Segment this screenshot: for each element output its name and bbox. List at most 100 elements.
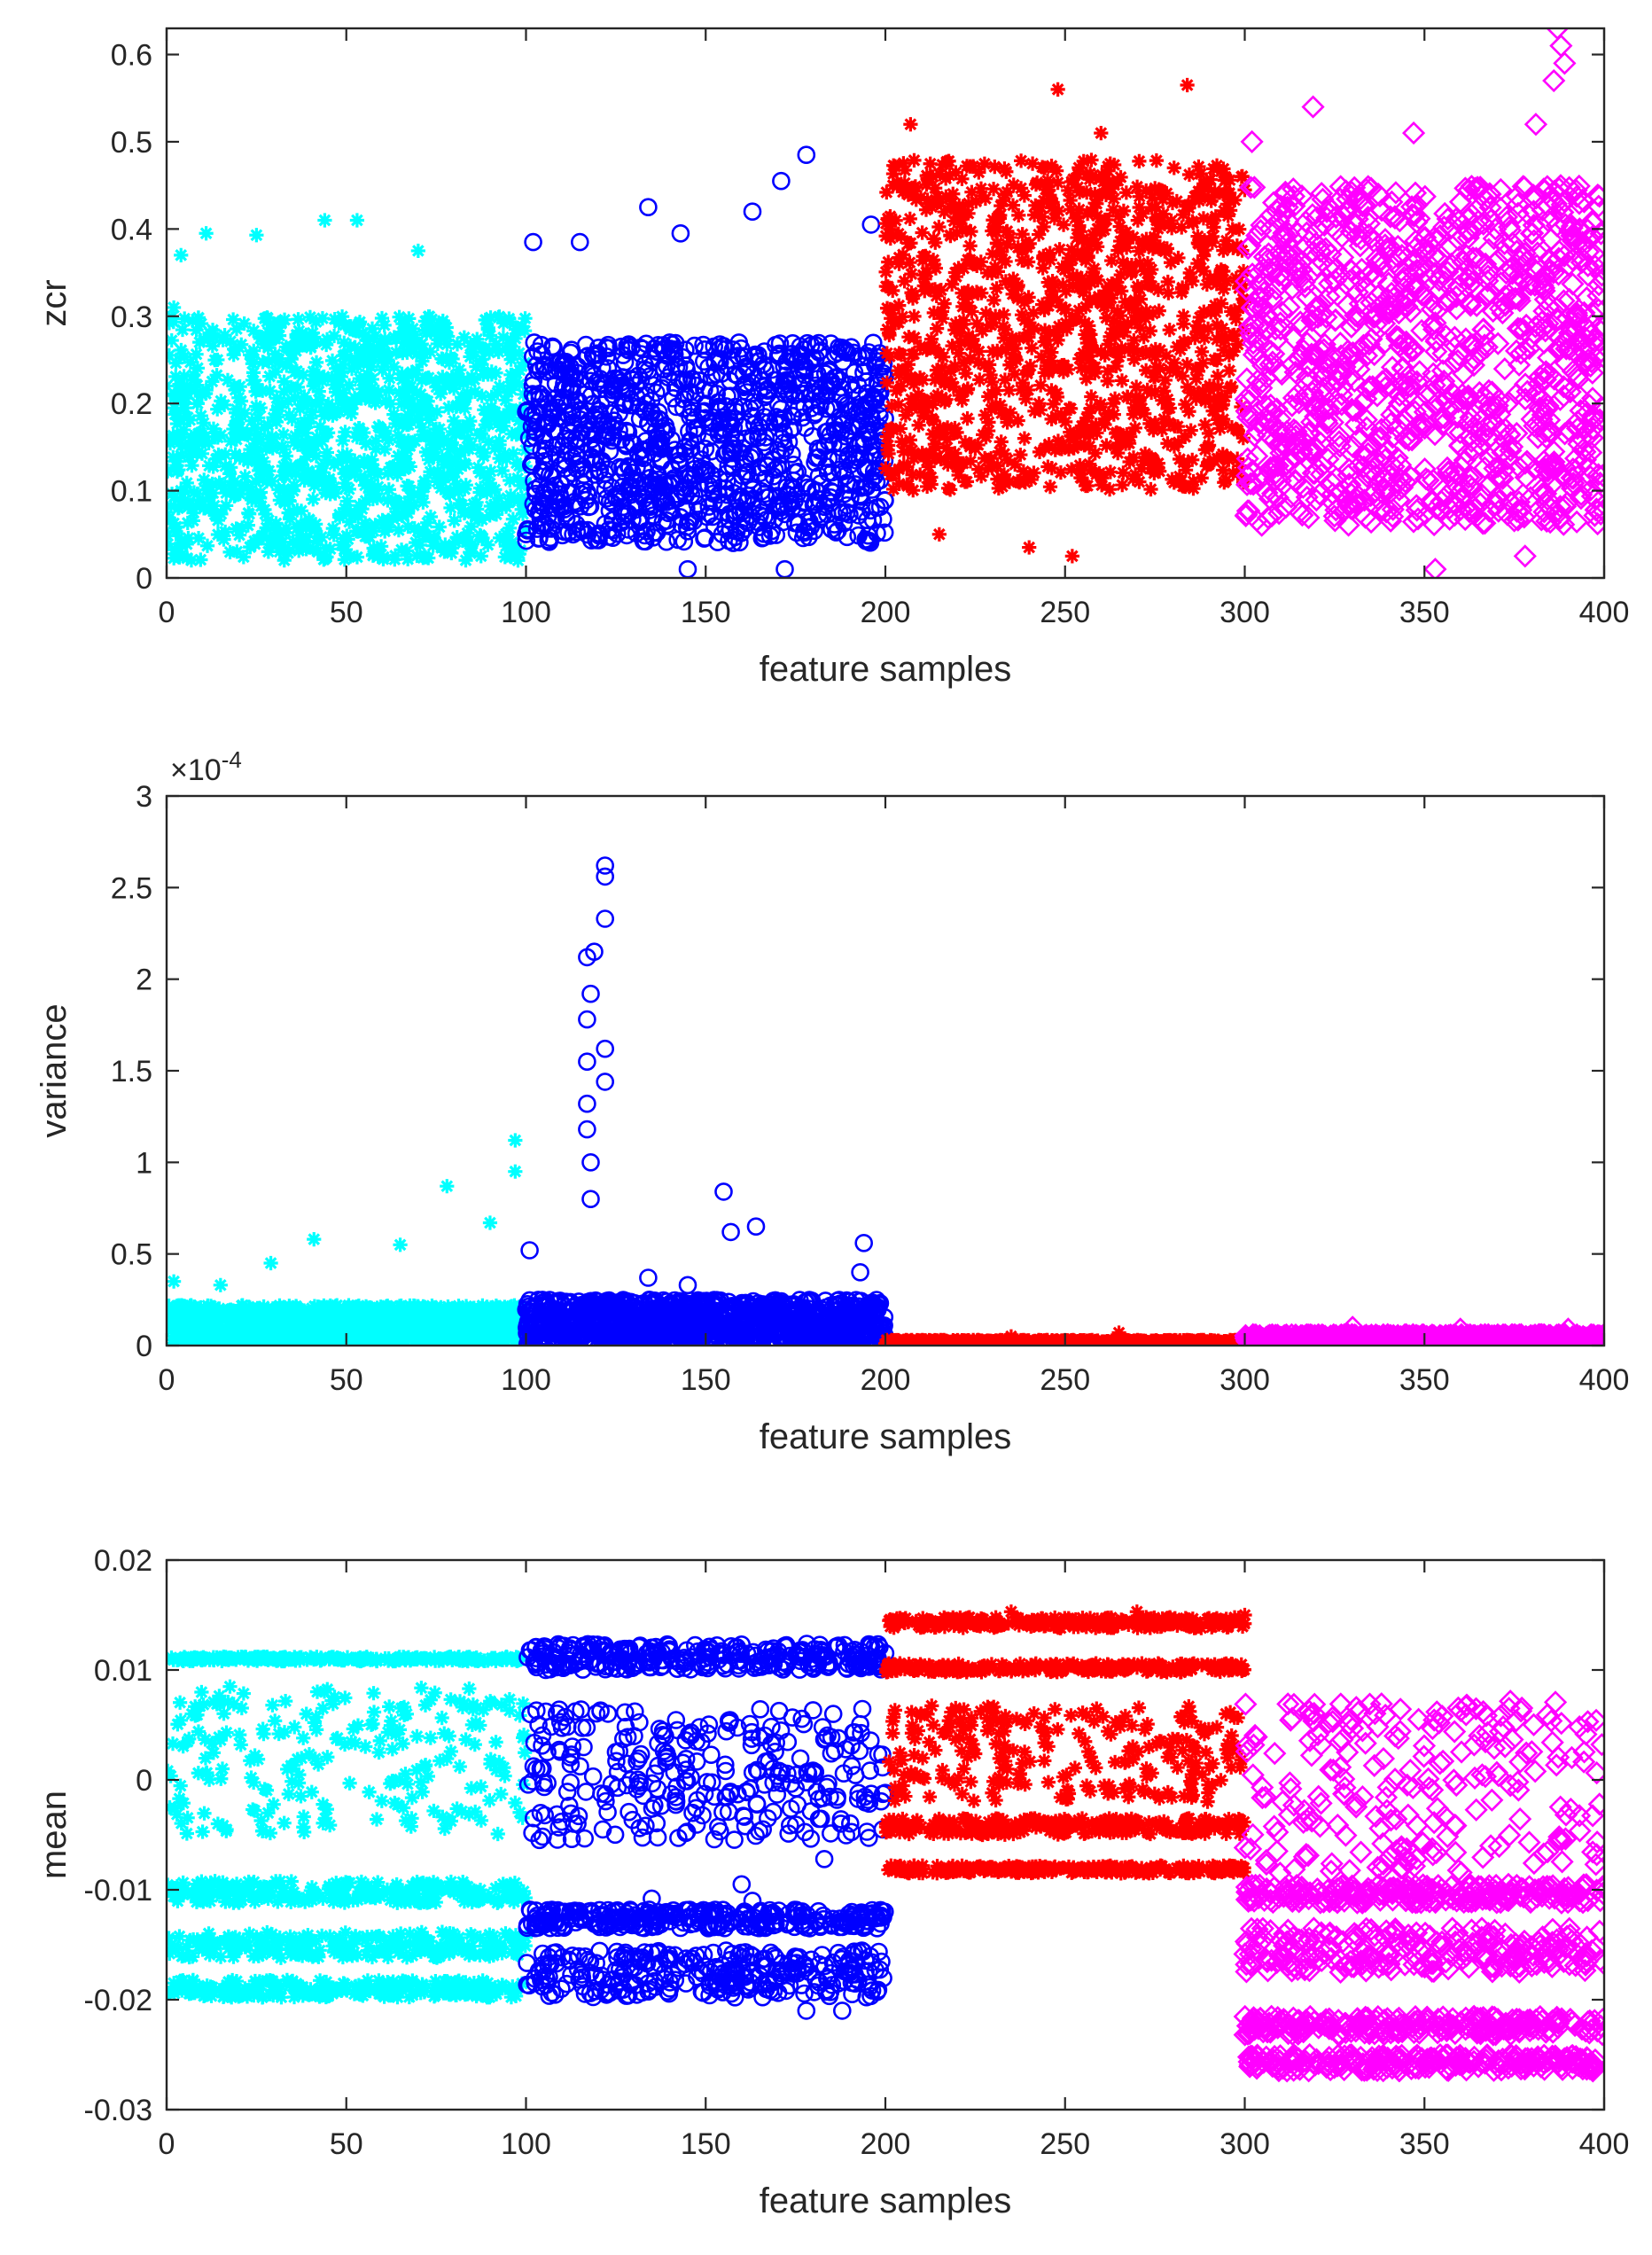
data-point [1552,375,1576,399]
data-point [334,309,350,324]
data-point [1470,483,1494,507]
data-point [947,420,962,436]
data-point [206,421,222,436]
data-point [1438,464,1461,488]
data-point [511,346,526,361]
data-point [925,397,940,412]
data-point [908,179,923,194]
data-point [997,372,1013,387]
data-point [635,489,654,508]
data-point [1032,227,1047,242]
data-point [503,352,518,367]
data-point [176,422,191,438]
data-point [539,531,558,550]
data-point [1587,408,1604,432]
data-point [1023,358,1038,374]
data-point [958,434,973,450]
data-point [539,519,558,538]
data-point [167,300,182,316]
data-point [430,336,445,352]
data-point [337,552,352,567]
data-point [1303,461,1327,486]
data-point [1095,168,1110,183]
data-point [433,480,448,495]
data-point [840,505,859,524]
data-point [448,455,464,470]
data-point [1040,343,1056,359]
data-point [1126,341,1142,356]
data-point [167,428,181,443]
y-tick-label: 0 [136,562,152,596]
data-point [410,411,425,426]
data-point [945,277,960,292]
data-point [467,384,483,400]
data-point [1262,342,1286,366]
data-point [1025,306,1041,321]
data-point [1170,339,1185,355]
data-point [503,314,518,330]
data-point [240,518,255,533]
data-point [801,336,821,355]
data-point [885,166,901,182]
data-point [415,354,430,369]
data-point [173,411,188,426]
data-point [1068,309,1084,324]
data-point [251,456,267,472]
data-point [381,433,396,448]
data-point [1191,237,1206,252]
data-point [1210,332,1225,347]
data-point [1295,365,1320,389]
data-point [1128,467,1143,482]
data-point [349,213,365,228]
data-point [1309,293,1333,316]
data-point [889,383,904,398]
data-point [962,238,978,254]
data-point [1488,297,1513,321]
data-point [195,494,211,509]
data-point [291,312,306,327]
data-point [1343,490,1367,514]
data-point [768,472,788,492]
data-point [928,235,943,250]
data-point [388,416,403,432]
data-point [1124,265,1139,281]
data-point [1099,182,1114,197]
data-point [338,542,354,558]
data-point [959,285,974,300]
data-point [167,499,179,514]
data-point [1385,446,1409,470]
data-point [1155,393,1170,408]
data-point [903,370,918,385]
data-point [174,448,189,463]
data-point [1136,238,1151,254]
data-point [410,243,425,259]
data-point [290,503,305,518]
data-point [809,448,829,467]
data-point [981,389,996,404]
data-point [1400,249,1425,273]
data-point [201,490,216,505]
data-point [338,425,353,440]
data-point [243,540,258,555]
data-point [527,519,547,538]
data-point [1033,378,1048,393]
data-point [573,481,592,500]
data-point [193,425,208,441]
data-point [955,171,970,186]
data-point [429,404,444,419]
data-point [358,493,373,509]
data-point [990,345,1005,361]
data-point [1385,395,1409,420]
data-point [447,381,462,396]
data-point [378,394,394,409]
data-point [229,405,244,420]
data-point [1139,183,1154,199]
data-point [1126,450,1142,465]
data-point [812,384,831,402]
data-point [1587,184,1604,208]
data-point [1250,213,1274,238]
data-point [1424,339,1448,363]
data-point [306,378,321,394]
data-point [1017,188,1032,203]
data-point [375,425,391,440]
